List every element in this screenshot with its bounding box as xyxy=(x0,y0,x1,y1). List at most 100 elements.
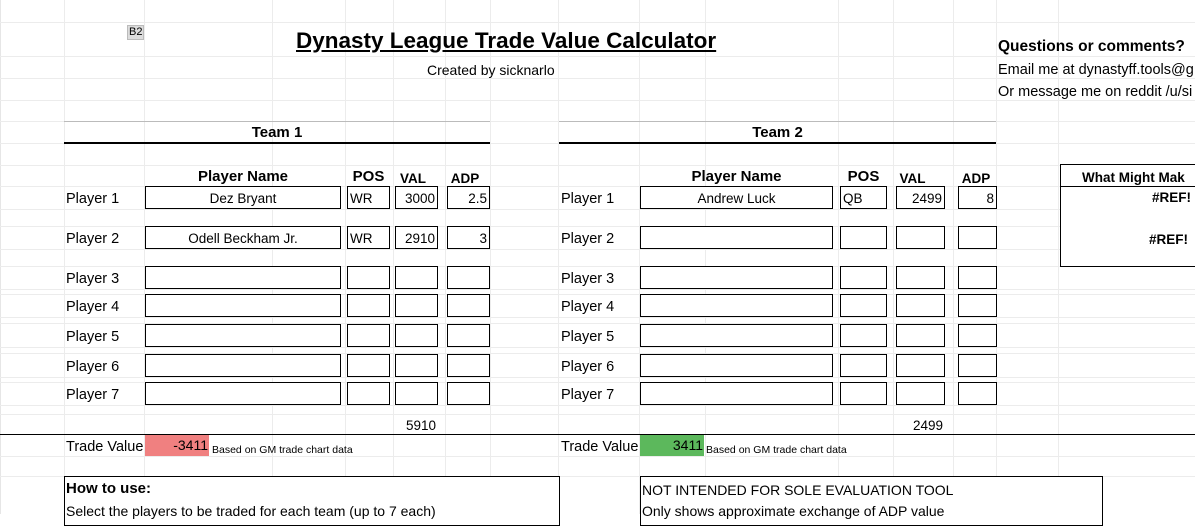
team1-pos-input[interactable] xyxy=(347,382,390,405)
side-panel-ref-1: #REF! xyxy=(1152,190,1192,205)
team2-adp-cell xyxy=(958,266,997,289)
totals-separator xyxy=(0,434,1195,435)
side-panel-ref-2: #REF! xyxy=(1149,232,1189,247)
team1-pos-input[interactable]: WR xyxy=(347,186,390,209)
team2-adp-cell xyxy=(958,294,997,317)
team2-val-cell xyxy=(896,294,945,317)
disclaimer-line-2: Only shows approximate exchange of ADP v… xyxy=(642,503,945,519)
team2-pos-input[interactable] xyxy=(840,354,887,377)
team1-adp-cell xyxy=(447,266,490,289)
team2-player-name-input[interactable] xyxy=(640,354,833,377)
team1-total: 5910 xyxy=(405,418,436,433)
how-to-heading: How to use: xyxy=(66,480,151,497)
team1-header: Team 1 xyxy=(251,124,303,141)
team2-trade-value-label: Trade Value xyxy=(561,439,639,455)
cell-reference[interactable]: B2 xyxy=(127,25,145,40)
team2-player-name-input[interactable]: Andrew Luck xyxy=(640,186,833,209)
team2-player-name-input[interactable] xyxy=(640,226,833,249)
team1-val-cell: 2910 xyxy=(395,226,438,249)
contact-email: Email me at dynastyff.tools@g xyxy=(998,62,1194,78)
team1-col-val: VAL xyxy=(400,171,426,186)
team1-val-cell xyxy=(395,294,438,317)
team1-row-label: Player 3 xyxy=(66,271,120,287)
team1-header-rule xyxy=(64,142,490,144)
team2-row-label: Player 3 xyxy=(561,271,615,287)
team2-player-name-input[interactable] xyxy=(640,294,833,317)
team1-player-name-input[interactable] xyxy=(145,324,341,347)
team2-row-label: Player 1 xyxy=(561,191,615,207)
team2-trade-value: 3411 xyxy=(640,435,704,456)
team2-row-label: Player 5 xyxy=(561,329,615,345)
team1-pos-input[interactable] xyxy=(347,294,390,317)
disclaimer-line-1: NOT INTENDED FOR SOLE EVALUATION TOOL xyxy=(642,482,954,498)
team1-row-label: Player 4 xyxy=(66,299,120,315)
team2-val-cell xyxy=(896,354,945,377)
team2-val-cell xyxy=(896,266,945,289)
side-panel-heading: What Might Mak xyxy=(1082,170,1185,185)
team1-player-name-input[interactable]: Dez Bryant xyxy=(145,186,341,209)
team1-val-cell xyxy=(395,354,438,377)
team1-pos-input[interactable]: WR xyxy=(347,226,390,249)
team2-val-cell xyxy=(896,324,945,347)
team1-trade-value-label: Trade Value xyxy=(66,439,144,455)
team1-row-label: Player 5 xyxy=(66,329,120,345)
team1-col-pos: POS xyxy=(352,168,385,185)
team2-row-label: Player 7 xyxy=(561,387,615,403)
team1-col-adp: ADP xyxy=(450,171,480,186)
team2-pos-input[interactable] xyxy=(840,382,887,405)
team1-col-player-name: Player Name xyxy=(197,168,289,185)
team2-col-pos: POS xyxy=(847,168,880,185)
side-panel xyxy=(1060,164,1195,267)
team2-row-label: Player 4 xyxy=(561,299,615,315)
team1-player-name-input[interactable]: Odell Beckham Jr. xyxy=(145,226,341,249)
team1-row-label: Player 1 xyxy=(66,191,120,207)
page-subtitle: Created by sicknarlo xyxy=(427,62,555,78)
team1-val-cell xyxy=(395,382,438,405)
contact-heading: Questions or comments? xyxy=(998,38,1185,55)
team2-pos-input[interactable] xyxy=(840,294,887,317)
team2-header: Team 2 xyxy=(752,124,803,141)
team2-pos-input[interactable] xyxy=(840,226,887,249)
team1-player-name-input[interactable] xyxy=(145,382,341,405)
team1-adp-cell xyxy=(447,294,490,317)
how-to-line-1: Select the players to be traded for each… xyxy=(66,503,436,519)
team1-trade-value: -3411 xyxy=(145,435,209,456)
team1-player-name-input[interactable] xyxy=(145,294,341,317)
team1-adp-cell xyxy=(447,324,490,347)
team2-col-val: VAL xyxy=(899,171,926,186)
team1-player-name-input[interactable] xyxy=(145,266,341,289)
team2-col-adp: ADP xyxy=(961,171,991,186)
contact-reddit: Or message me on reddit /u/si xyxy=(998,84,1193,100)
team2-header-rule xyxy=(559,142,996,144)
page-title: Dynasty League Trade Value Calculator xyxy=(296,28,717,53)
team2-player-name-input[interactable] xyxy=(640,324,833,347)
team2-pos-input[interactable] xyxy=(840,266,887,289)
team1-val-cell xyxy=(395,324,438,347)
team2-total: 2499 xyxy=(912,418,943,433)
team2-player-name-input[interactable] xyxy=(640,382,833,405)
team2-adp-cell xyxy=(958,226,997,249)
team1-pos-input[interactable] xyxy=(347,266,390,289)
team2-adp-cell: 8 xyxy=(958,186,997,209)
team1-adp-cell xyxy=(447,382,490,405)
team2-adp-cell xyxy=(958,382,997,405)
team2-val-cell xyxy=(896,226,945,249)
team1-val-cell xyxy=(395,266,438,289)
team2-col-player-name: Player Name xyxy=(691,168,782,185)
team1-row-label: Player 6 xyxy=(66,359,120,375)
team2-row-label: Player 6 xyxy=(561,359,615,375)
team2-adp-cell xyxy=(958,324,997,347)
team2-player-name-input[interactable] xyxy=(640,266,833,289)
team1-pos-input[interactable] xyxy=(347,324,390,347)
team1-trade-value-note: Based on GM trade chart data xyxy=(212,444,353,456)
team2-adp-cell xyxy=(958,354,997,377)
team1-adp-cell: 3 xyxy=(447,226,490,249)
team2-trade-value-note: Based on GM trade chart data xyxy=(706,444,847,456)
team2-pos-input[interactable] xyxy=(840,324,887,347)
team1-player-name-input[interactable] xyxy=(145,354,341,377)
team1-adp-cell: 2.5 xyxy=(447,186,490,209)
team2-pos-input[interactable]: QB xyxy=(840,186,887,209)
team1-row-label: Player 7 xyxy=(66,387,120,403)
team1-pos-input[interactable] xyxy=(347,354,390,377)
team2-val-cell xyxy=(896,382,945,405)
